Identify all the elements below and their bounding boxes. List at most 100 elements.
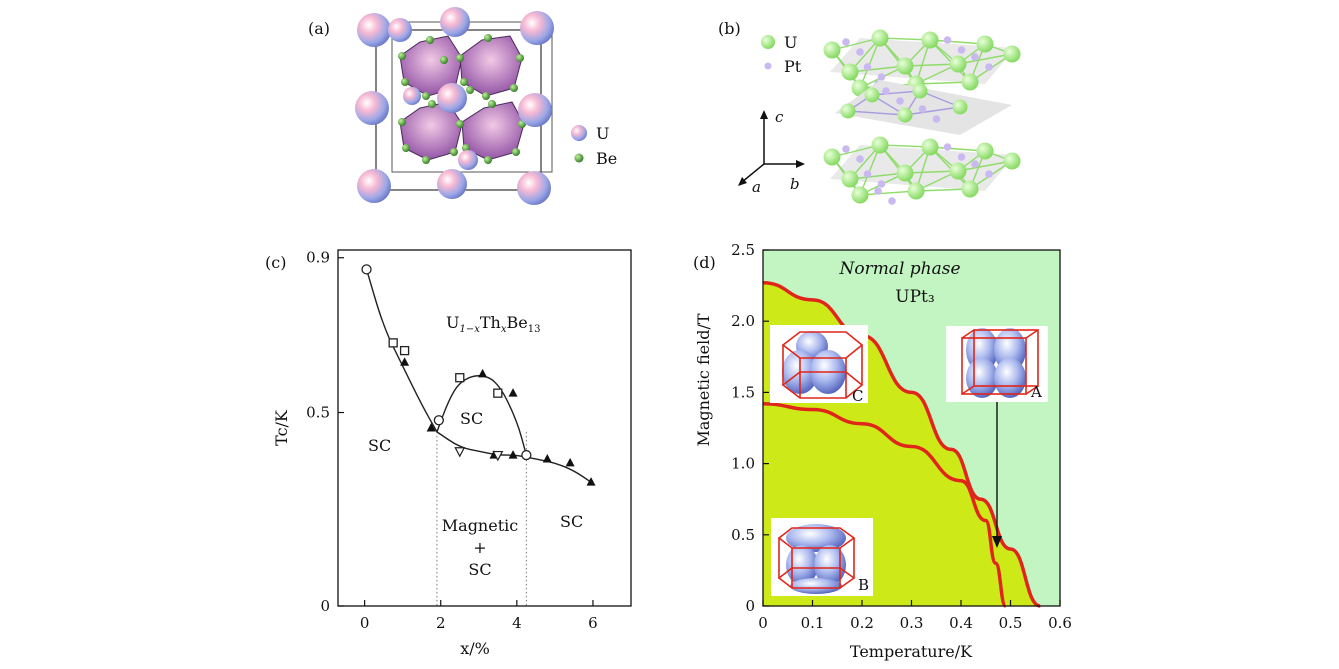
- u-atom: [949, 55, 967, 73]
- u-atoms: [355, 7, 554, 205]
- x-tick-label: 0.3: [900, 614, 924, 632]
- u-atom: [896, 164, 914, 182]
- panel-c-label: (c): [265, 253, 286, 272]
- formula-sub-1: 1−x: [459, 324, 480, 335]
- a-axis: [741, 163, 765, 183]
- cell-edge: [1025, 385, 1039, 395]
- pt-atom: [874, 187, 882, 195]
- lattice-bond: [904, 170, 959, 174]
- filled-triangle-point: [586, 477, 596, 486]
- cell-edge: [961, 385, 975, 395]
- pt-atom: [877, 73, 886, 81]
- u-atom: [388, 18, 412, 42]
- lattice-plane: [830, 145, 1015, 191]
- lattice-bond: [879, 37, 917, 85]
- upt3-layered-structure: [823, 29, 1021, 205]
- u-atom: [437, 169, 467, 199]
- inset-a-label: A: [1030, 383, 1042, 401]
- u-atom: [440, 7, 470, 37]
- lattice-bond: [879, 144, 917, 192]
- filled-triangle-point: [478, 368, 488, 378]
- lattice-bond: [859, 144, 881, 196]
- u-atom: [921, 31, 939, 49]
- open-triangle-point: [454, 447, 466, 458]
- u-atom: [520, 11, 554, 45]
- formula-sub-2: x: [501, 324, 507, 335]
- ube13-crystal-structure: [355, 7, 554, 205]
- y-tick-label: 0.5: [306, 404, 330, 422]
- u-atom: [1003, 45, 1021, 63]
- pt-atom: [971, 53, 979, 61]
- be-atom: [450, 148, 458, 156]
- x-axis-label-d: Temperature/K: [850, 642, 973, 661]
- formula-sub-3: 13: [528, 324, 541, 335]
- x-tick-label: 0.1: [801, 614, 825, 632]
- open-square-point: [399, 345, 410, 356]
- pt-atom: [856, 48, 864, 56]
- lattice-bond: [929, 39, 971, 83]
- u-atom: [851, 186, 869, 204]
- lattice-bond: [929, 39, 986, 45]
- c-axis-arrowhead: [760, 110, 768, 119]
- be-atom: [428, 100, 436, 108]
- lattice-bond: [904, 106, 961, 116]
- lattice-bond: [957, 53, 1013, 65]
- be-atom: [422, 92, 430, 100]
- cell-edge: [1025, 329, 1039, 339]
- pt-atom: [882, 87, 890, 95]
- pt-atom: [856, 155, 864, 163]
- be-atom: [398, 118, 406, 126]
- panel-d-label: (d): [693, 253, 716, 272]
- open-circle-point: [433, 415, 444, 426]
- cell-front: [961, 337, 1027, 395]
- open-circle-point: [361, 264, 372, 275]
- be-atom: [512, 148, 520, 156]
- b-axis-arrowhead: [796, 160, 805, 168]
- panel-a: (a): [308, 7, 617, 205]
- u-legend-label: U: [784, 33, 797, 52]
- u-atom: [897, 107, 913, 123]
- y-tick-label: 0: [320, 597, 330, 615]
- y-axis-label-d: Magnetic field/T: [694, 313, 713, 446]
- open-square-point: [388, 338, 398, 348]
- open-circle-point: [521, 449, 532, 461]
- lattice-bond: [849, 172, 906, 180]
- pt-atom: [918, 105, 927, 113]
- be-atom: [510, 84, 518, 92]
- u-atom: [841, 63, 859, 81]
- lattice-bond: [929, 146, 971, 190]
- phase-boundary-guides: [436, 431, 527, 606]
- lattice-bond: [904, 63, 959, 67]
- y-tick-label: 2.5: [731, 241, 755, 259]
- upper-critical-field-line: [762, 281, 1041, 608]
- be-atom: [484, 156, 492, 164]
- u-atom: [961, 180, 979, 198]
- phase-boundaries: [762, 281, 1041, 608]
- sc-region-right: SC: [560, 512, 583, 531]
- pt-atom: [943, 36, 952, 44]
- y-tick-label: 1.0: [731, 455, 755, 473]
- panel-b-label: (b): [718, 19, 741, 38]
- inner-phase-boundary-line: [762, 402, 1008, 608]
- u-atom: [976, 35, 994, 53]
- u-atom: [912, 83, 928, 99]
- be-atoms: [398, 34, 526, 164]
- a-axis-label: a: [752, 178, 761, 196]
- u-atom: [961, 73, 979, 91]
- x-tick-label: 2: [436, 614, 446, 632]
- pt-legend-label: Pt: [784, 57, 802, 76]
- x-tick-label: 0.4: [949, 614, 973, 632]
- pt-atom: [863, 170, 872, 178]
- inset-b-label: B: [858, 576, 869, 594]
- order-parameter-lobe: [786, 524, 846, 552]
- be-atom: [466, 86, 474, 94]
- tc-curves: [365, 269, 592, 483]
- lattice-bond: [859, 37, 881, 89]
- y-tick-label: 0: [745, 597, 755, 615]
- unit-cell-front: [391, 21, 553, 173]
- inset-b: B: [771, 518, 873, 596]
- be-atom: [426, 36, 434, 44]
- pt-atom: [932, 115, 941, 123]
- cell-edge: [961, 329, 975, 339]
- plot-frame-c: [337, 249, 632, 607]
